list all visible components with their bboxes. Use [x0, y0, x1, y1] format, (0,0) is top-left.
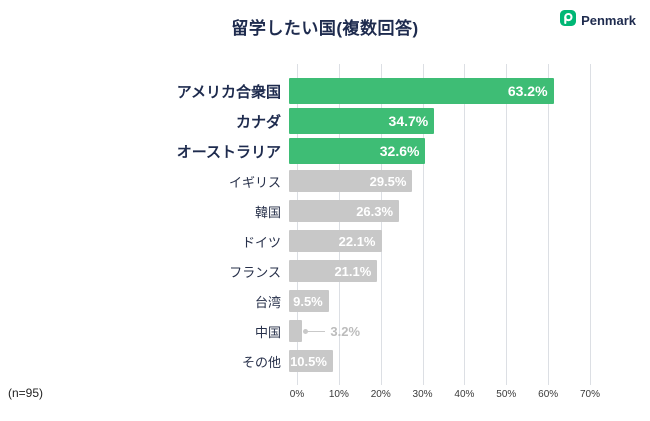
chart-title: 留学したい国(複数回答): [231, 19, 419, 38]
bar-track: 32.6%: [289, 136, 582, 166]
bar-rows: アメリカ合衆国 63.2% カナダ 34.7% オーストラリア 32.6% イギリス 29.5…: [0, 76, 650, 376]
bar-track: 21.1%: [289, 256, 582, 286]
gridline: [464, 64, 466, 385]
bar-track: 63.2%: [289, 76, 582, 106]
value-label: 34.7%: [388, 113, 429, 129]
value-label: 10.5%: [290, 353, 327, 369]
x-tick-label: 20%: [370, 389, 391, 400]
value-label: 26.3%: [356, 203, 394, 219]
bar-track: 10.5%: [289, 346, 582, 376]
value-label: 22.1%: [338, 233, 376, 249]
bar: 63.2%: [289, 78, 554, 104]
penmark-logo-icon: [560, 10, 577, 31]
bar: [289, 320, 303, 342]
penmark-logo-text: Penmark: [581, 13, 636, 28]
value-label: 32.6%: [379, 143, 420, 159]
x-tick-label: 50%: [496, 389, 517, 400]
bar-track: 34.7%: [289, 106, 582, 136]
value-label: 29.5%: [369, 173, 407, 189]
bar-row: フランス 21.1%: [0, 256, 650, 286]
x-tick-label: 70%: [579, 389, 601, 400]
bar-track: 3.2%: [289, 316, 582, 346]
bar: 10.5%: [289, 350, 333, 372]
bar: 32.6%: [289, 138, 426, 164]
category-label: フランス: [229, 264, 281, 280]
bar-track: 9.5%: [289, 286, 582, 316]
sample-size-label: (n=95): [8, 386, 44, 400]
value-label: 63.2%: [507, 83, 548, 99]
bar-row: 中国 3.2%: [0, 316, 650, 346]
value-label: 9.5%: [293, 293, 323, 309]
x-tick-label: 60%: [538, 389, 559, 400]
category-label: 韓国: [254, 204, 281, 220]
category-label: カナダ: [235, 113, 281, 131]
bar-row: アメリカ合衆国 63.2%: [0, 76, 650, 106]
bar-row: イギリス 29.5%: [0, 166, 650, 196]
bar: 9.5%: [289, 290, 329, 312]
bar-row: ドイツ 22.1%: [0, 226, 650, 256]
gridline: [590, 64, 591, 385]
gridline: [380, 64, 382, 385]
gridline: [422, 64, 424, 385]
bar: 29.5%: [289, 170, 413, 192]
x-axis: 0% 10% 20% 30% 40% 50% 60% 70%: [290, 389, 600, 403]
x-tick-label: 40%: [454, 389, 475, 400]
bar: 26.3%: [289, 200, 400, 222]
bar-row: オーストラリア 32.6%: [0, 136, 650, 166]
x-tick-label: 30%: [412, 389, 433, 400]
bar-chart: アメリカ合衆国 63.2% カナダ 34.7% オーストラリア 32.6% イギリス 29.5…: [0, 64, 650, 385]
bar-track: 22.1%: [289, 226, 582, 256]
gridline: [297, 64, 298, 385]
gridline: [338, 64, 340, 385]
bar-row: 台湾 9.5%: [0, 286, 650, 316]
category-label: 台湾: [254, 294, 281, 310]
category-label: イギリス: [228, 174, 281, 190]
bar-row: 韓国 26.3%: [0, 196, 650, 226]
penmark-logo: Penmark: [560, 10, 636, 31]
category-label: オーストラリア: [176, 143, 281, 161]
bar-track: 29.5%: [289, 166, 582, 196]
bar-row: カナダ 34.7%: [0, 106, 650, 136]
bar-track: 26.3%: [289, 196, 582, 226]
bar: 22.1%: [289, 230, 382, 252]
category-label: アメリカ合衆国: [176, 83, 281, 101]
bar-row: その他 10.5%: [0, 346, 650, 376]
bar: 34.7%: [289, 108, 435, 134]
category-label: ドイツ: [241, 234, 281, 250]
bar: 21.1%: [289, 260, 378, 282]
gridline: [506, 64, 508, 385]
category-label: 中国: [254, 324, 281, 340]
gridlines: [297, 64, 591, 385]
value-label: 3.2%: [330, 323, 361, 339]
x-tick-label: 0%: [289, 389, 305, 400]
category-label: その他: [241, 354, 281, 370]
gridline: [548, 64, 550, 385]
value-label: 21.1%: [334, 263, 372, 279]
leader-line: [303, 328, 326, 334]
x-tick-label: 10%: [328, 389, 349, 400]
